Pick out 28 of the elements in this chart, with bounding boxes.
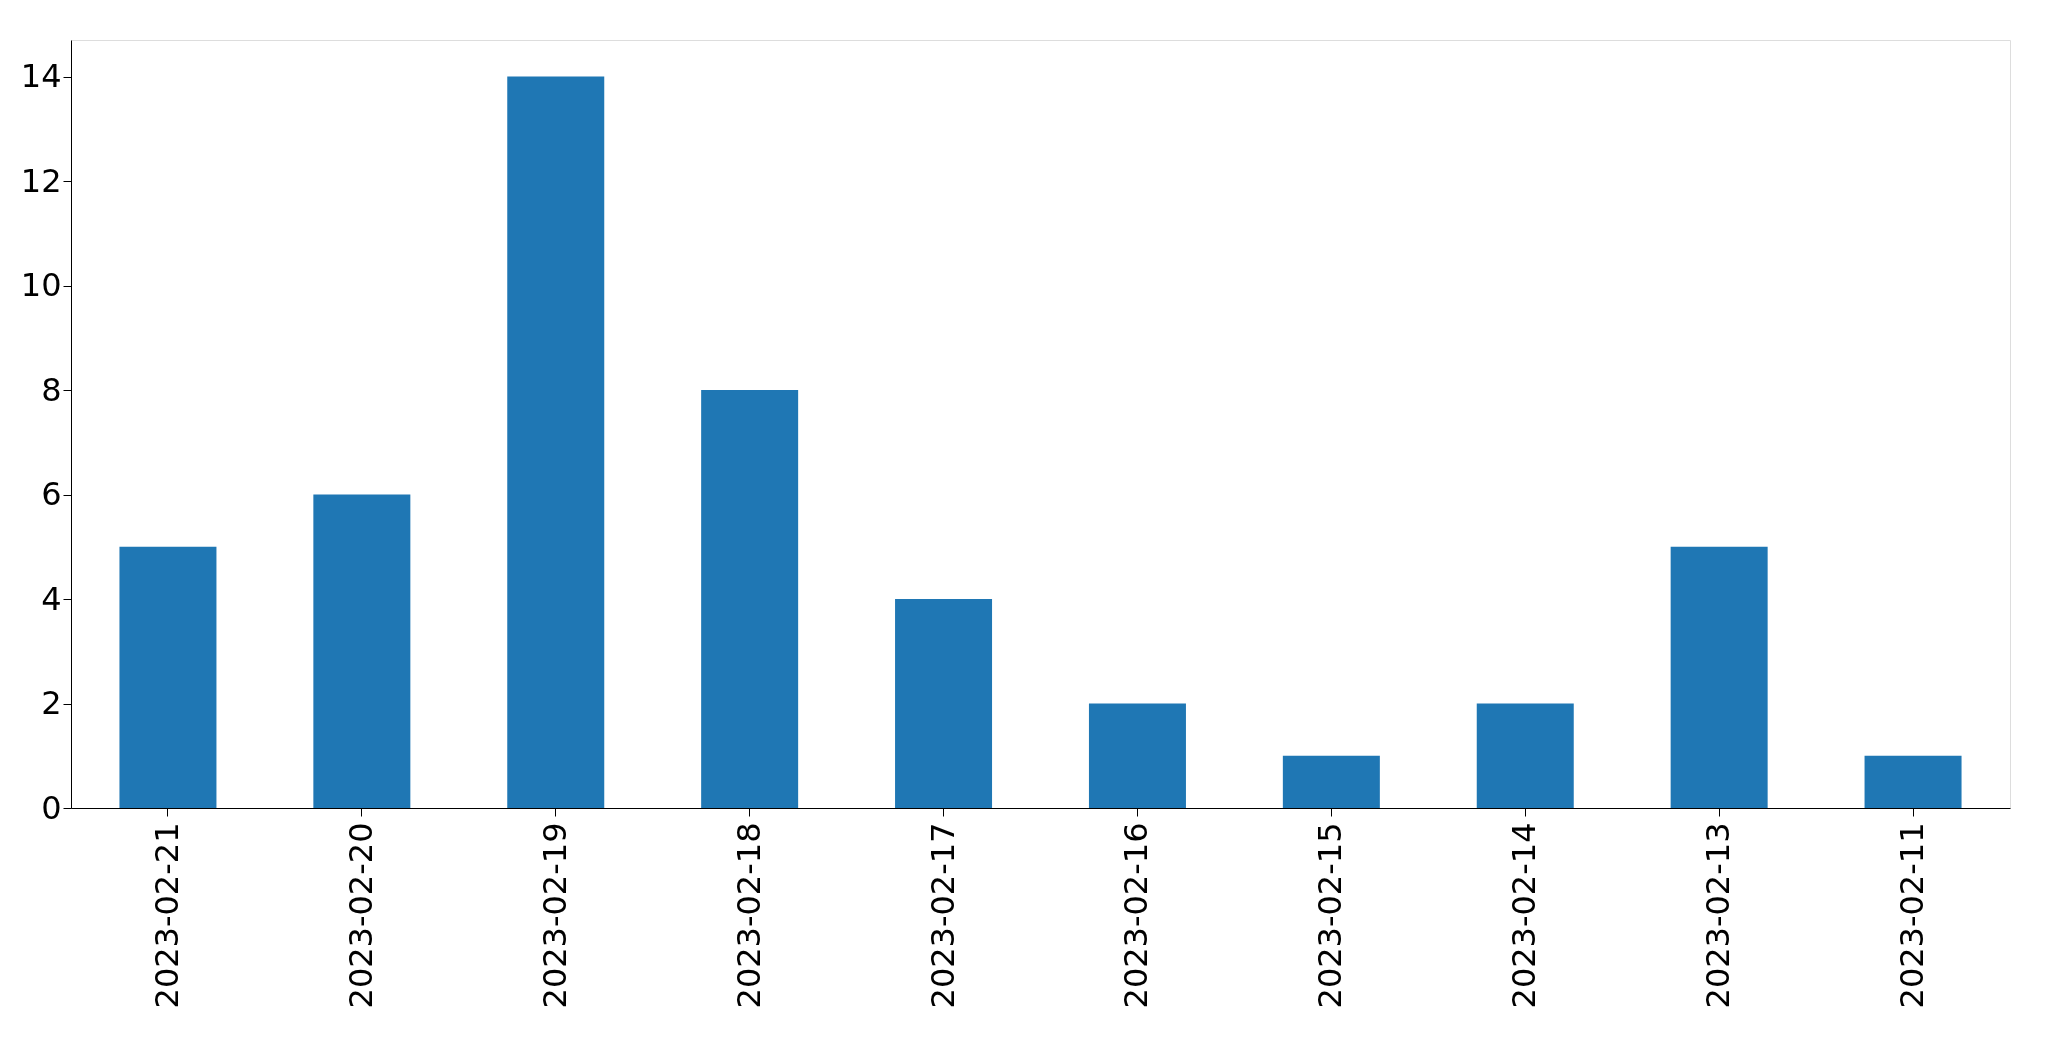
bar [1282, 755, 1380, 808]
x-tick-label: 2023-02-20 [341, 822, 380, 1009]
y-tick-label: 12 [20, 161, 62, 200]
x-tick-label: 2023-02-21 [147, 822, 186, 1009]
x-tick-label: 2023-02-14 [1505, 822, 1544, 1009]
x-tick-label: 2023-02-15 [1311, 822, 1350, 1009]
y-tick-label: 0 [41, 788, 62, 827]
y-tick-label: 8 [41, 370, 62, 409]
bar [895, 599, 993, 808]
bar [1476, 703, 1574, 808]
bar [313, 494, 411, 808]
y-tick-label: 6 [41, 475, 62, 514]
x-tick-label: 2023-02-16 [1117, 822, 1156, 1009]
y-tick-label: 4 [41, 579, 62, 618]
x-tick-label: 2023-02-13 [1699, 822, 1738, 1009]
y-tick-label: 2 [41, 684, 62, 723]
bar [701, 390, 799, 808]
bar [507, 76, 605, 808]
x-tick-label: 2023-02-11 [1893, 822, 1932, 1009]
x-tick-label: 2023-02-17 [923, 822, 962, 1009]
y-tick-label: 14 [20, 57, 62, 96]
bar [119, 546, 217, 808]
y-tick-label: 10 [20, 266, 62, 305]
bar [1864, 755, 1962, 808]
bar [1088, 703, 1186, 808]
x-tick-label: 2023-02-19 [535, 822, 574, 1009]
x-tick-label: 2023-02-18 [729, 822, 768, 1009]
bar [1670, 546, 1768, 808]
